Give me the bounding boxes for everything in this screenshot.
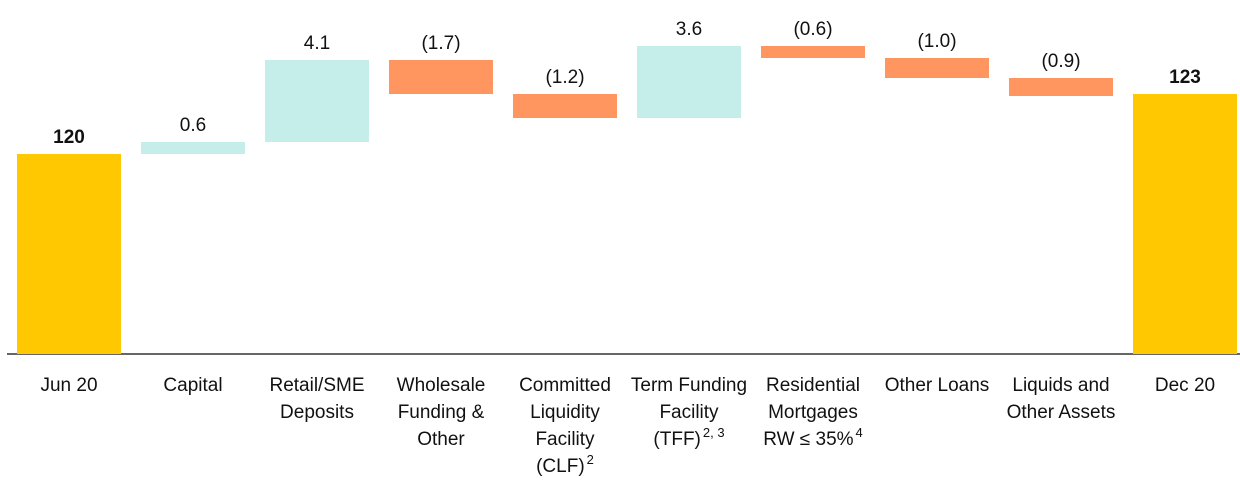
value-label: (1.2)	[545, 67, 584, 88]
value-label: 0.6	[180, 115, 206, 136]
bar	[1009, 78, 1113, 96]
x-tick-label: Liquids and Other Assets	[1000, 372, 1122, 426]
x-tick-label: Committed Liquidity Facility (CLF) 2	[504, 372, 626, 480]
bar	[389, 60, 493, 94]
category-text: Capital	[163, 375, 223, 396]
bar	[265, 60, 369, 142]
bar	[637, 46, 741, 118]
bar	[141, 142, 245, 154]
x-tick-label: Wholesale Funding & Other	[380, 372, 502, 453]
value-label: (1.0)	[917, 31, 956, 52]
bar	[513, 94, 617, 118]
value-label: 4.1	[304, 33, 330, 54]
value-label: 123	[1169, 67, 1201, 88]
value-label: 120	[53, 127, 85, 148]
bar	[761, 46, 865, 58]
category-text: Liquids and Other Assets	[1006, 375, 1116, 423]
bar	[17, 154, 121, 354]
footnote-marker: 2, 3	[702, 425, 725, 440]
bar	[1133, 94, 1237, 354]
x-tick-label: Retail/SME Deposits	[256, 372, 378, 426]
x-tick-label: Residential Mortgages RW ≤ 35% 4	[752, 372, 874, 453]
x-tick-label: Jun 20	[8, 372, 130, 399]
x-tick-label: Dec 20	[1124, 372, 1240, 399]
category-text: Term Funding Facility (TFF)	[630, 375, 748, 450]
footnote-marker: 4	[855, 425, 863, 440]
value-label: (0.6)	[793, 19, 832, 40]
value-label: (0.9)	[1041, 51, 1080, 72]
category-text: Committed Liquidity Facility (CLF)	[519, 375, 611, 477]
x-tick-label: Term Funding Facility (TFF) 2, 3	[628, 372, 750, 453]
value-label: 3.6	[676, 19, 702, 40]
bar	[885, 58, 989, 78]
category-text: Jun 20	[40, 375, 98, 396]
category-text: Residential Mortgages RW ≤ 35%	[763, 375, 860, 450]
category-text: Other Loans	[884, 375, 990, 396]
category-text: Wholesale Funding & Other	[396, 375, 486, 450]
value-label: (1.7)	[421, 33, 460, 54]
footnote-marker: 2	[586, 452, 594, 467]
x-tick-label: Capital	[132, 372, 254, 399]
category-text: Dec 20	[1154, 375, 1216, 396]
category-text: Retail/SME Deposits	[269, 375, 365, 423]
x-tick-label: Other Loans	[876, 372, 998, 399]
